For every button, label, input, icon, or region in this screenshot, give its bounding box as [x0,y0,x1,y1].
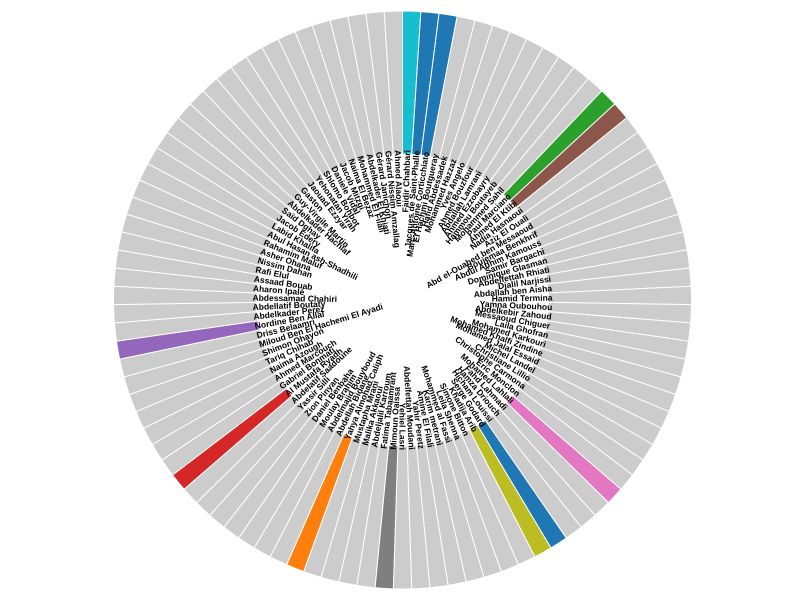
segment-label: Faidir Chahbari [400,150,412,213]
segment-label: Abdessamad Chahiri [252,293,337,304]
donut-segments [112,10,693,590]
segment-label: Yehiel Lasri [398,403,408,450]
segment-label: Yamna Oubouhou [479,299,552,312]
segment-label: Abdellatif Boutaty [252,299,325,312]
donut-segment [383,10,403,155]
segment-label: Aharon Ipalé [253,283,305,297]
segment-label: Mimoun Oaissa [388,386,402,450]
segment-label: Hamid Termina [492,293,553,304]
segment-label: Ahmed Alaoui [393,150,405,207]
